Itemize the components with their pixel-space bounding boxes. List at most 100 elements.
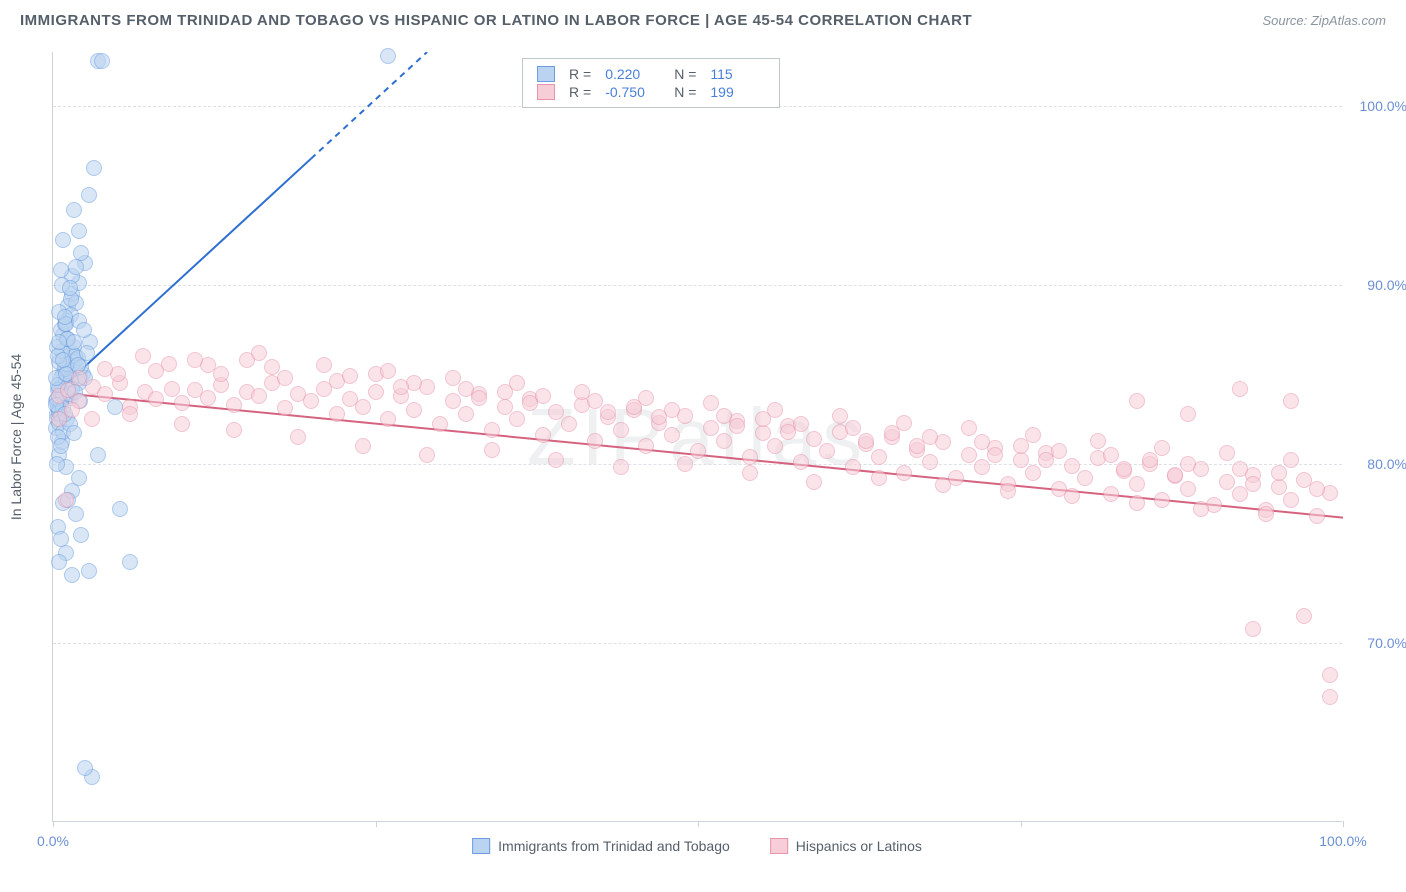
data-point-hispanic bbox=[1258, 506, 1274, 522]
bottom-legend: Immigrants from Trinidad and Tobago Hisp… bbox=[472, 838, 922, 854]
y-axis-title: In Labor Force | Age 45-54 bbox=[8, 354, 24, 520]
n-label: N = bbox=[674, 66, 696, 82]
title-bar: IMMIGRANTS FROM TRINIDAD AND TOBAGO VS H… bbox=[0, 0, 1406, 37]
data-point-trinidad bbox=[81, 187, 97, 203]
data-point-hispanic bbox=[277, 400, 293, 416]
data-point-hispanic bbox=[303, 393, 319, 409]
legend-swatch-hispanic bbox=[770, 838, 788, 854]
data-point-trinidad bbox=[68, 259, 84, 275]
data-point-trinidad bbox=[53, 438, 69, 454]
data-point-hispanic bbox=[767, 438, 783, 454]
data-point-hispanic bbox=[1283, 393, 1299, 409]
data-point-hispanic bbox=[1025, 465, 1041, 481]
data-point-hispanic bbox=[1245, 476, 1261, 492]
data-point-trinidad bbox=[51, 554, 67, 570]
data-point-hispanic bbox=[509, 411, 525, 427]
data-point-hispanic bbox=[329, 406, 345, 422]
data-point-hispanic bbox=[1103, 486, 1119, 502]
stats-row-trinidad: R = 0.220 N = 115 bbox=[537, 65, 765, 83]
data-point-hispanic bbox=[1180, 406, 1196, 422]
data-point-trinidad bbox=[94, 53, 110, 69]
r-value-trinidad: 0.220 bbox=[605, 66, 660, 82]
data-point-trinidad bbox=[73, 527, 89, 543]
data-point-hispanic bbox=[755, 425, 771, 441]
data-point-hispanic bbox=[1322, 667, 1338, 683]
correlation-stats-box: R = 0.220 N = 115 R = -0.750 N = 199 bbox=[522, 58, 780, 108]
data-point-hispanic bbox=[729, 418, 745, 434]
grid-line bbox=[53, 643, 1342, 644]
data-point-hispanic bbox=[587, 433, 603, 449]
data-point-trinidad bbox=[66, 425, 82, 441]
y-tick-label: 90.0% bbox=[1347, 277, 1406, 293]
data-point-hispanic bbox=[690, 443, 706, 459]
data-point-hispanic bbox=[1283, 492, 1299, 508]
data-point-trinidad bbox=[380, 48, 396, 64]
data-point-hispanic bbox=[458, 406, 474, 422]
data-point-hispanic bbox=[445, 370, 461, 386]
data-point-hispanic bbox=[1271, 479, 1287, 495]
data-point-hispanic bbox=[1180, 456, 1196, 472]
x-tick-label: 100.0% bbox=[1319, 833, 1366, 849]
data-point-hispanic bbox=[122, 406, 138, 422]
data-point-hispanic bbox=[1219, 474, 1235, 490]
data-point-hispanic bbox=[1103, 447, 1119, 463]
data-point-hispanic bbox=[1013, 438, 1029, 454]
data-point-hispanic bbox=[651, 409, 667, 425]
r-value-hispanic: -0.750 bbox=[605, 84, 660, 100]
data-point-hispanic bbox=[638, 438, 654, 454]
swatch-hispanic bbox=[537, 84, 555, 100]
data-point-hispanic bbox=[884, 425, 900, 441]
data-point-hispanic bbox=[497, 399, 513, 415]
data-point-hispanic bbox=[226, 397, 242, 413]
data-point-hispanic bbox=[922, 454, 938, 470]
data-point-hispanic bbox=[316, 357, 332, 373]
data-point-hispanic bbox=[716, 433, 732, 449]
data-point-hispanic bbox=[251, 345, 267, 361]
data-point-hispanic bbox=[677, 456, 693, 472]
data-point-trinidad bbox=[71, 470, 87, 486]
data-point-trinidad bbox=[71, 223, 87, 239]
data-point-hispanic bbox=[793, 454, 809, 470]
r-label: R = bbox=[569, 66, 591, 82]
data-point-hispanic bbox=[819, 443, 835, 459]
data-point-hispanic bbox=[1129, 495, 1145, 511]
y-tick-label: 70.0% bbox=[1347, 635, 1406, 651]
data-point-hispanic bbox=[393, 379, 409, 395]
plot-region: ZIPatlas 70.0%80.0%90.0%100.0%0.0%100.0% bbox=[52, 52, 1342, 822]
stats-row-hispanic: R = -0.750 N = 199 bbox=[537, 83, 765, 101]
x-tick bbox=[1343, 821, 1344, 827]
data-point-hispanic bbox=[845, 420, 861, 436]
data-point-trinidad bbox=[66, 202, 82, 218]
data-point-hispanic bbox=[1116, 461, 1132, 477]
data-point-trinidad bbox=[122, 554, 138, 570]
data-point-hispanic bbox=[600, 404, 616, 420]
data-point-hispanic bbox=[380, 411, 396, 427]
data-point-trinidad bbox=[64, 567, 80, 583]
data-point-hispanic bbox=[935, 477, 951, 493]
source-attribution: Source: ZipAtlas.com bbox=[1262, 13, 1386, 28]
data-point-hispanic bbox=[896, 465, 912, 481]
data-point-hispanic bbox=[64, 402, 80, 418]
data-point-hispanic bbox=[703, 395, 719, 411]
data-point-hispanic bbox=[432, 416, 448, 432]
data-point-hispanic bbox=[1142, 452, 1158, 468]
data-point-trinidad bbox=[79, 345, 95, 361]
data-point-hispanic bbox=[896, 415, 912, 431]
data-point-trinidad bbox=[81, 563, 97, 579]
data-point-hispanic bbox=[613, 459, 629, 475]
data-point-hispanic bbox=[419, 447, 435, 463]
data-point-trinidad bbox=[77, 760, 93, 776]
data-point-hispanic bbox=[58, 492, 74, 508]
legend-swatch-trinidad bbox=[472, 838, 490, 854]
data-point-hispanic bbox=[961, 447, 977, 463]
x-tick-label: 0.0% bbox=[37, 833, 69, 849]
data-point-hispanic bbox=[561, 416, 577, 432]
data-point-hispanic bbox=[806, 474, 822, 490]
data-point-trinidad bbox=[53, 262, 69, 278]
data-point-hispanic bbox=[342, 368, 358, 384]
data-point-trinidad bbox=[90, 447, 106, 463]
data-point-hispanic bbox=[909, 438, 925, 454]
data-point-hispanic bbox=[780, 424, 796, 440]
data-point-trinidad bbox=[68, 506, 84, 522]
data-point-hispanic bbox=[974, 434, 990, 450]
